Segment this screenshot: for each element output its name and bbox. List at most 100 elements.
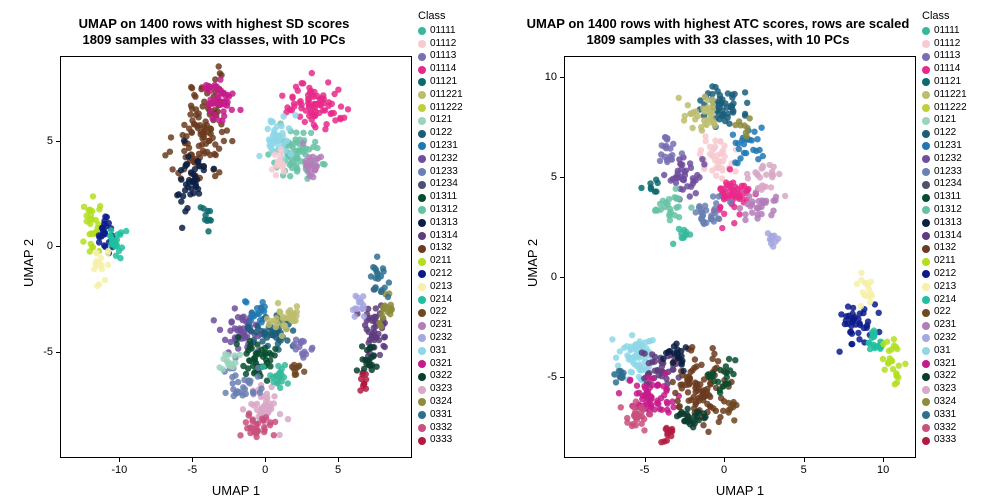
legend-item: 0211	[418, 255, 463, 268]
legend-label: 011221	[430, 89, 463, 102]
legend-label: 0132	[430, 242, 452, 255]
legend-label: 01234	[430, 178, 458, 191]
legend-item: 0331	[418, 409, 463, 422]
legend-label: 01234	[934, 178, 962, 191]
legend-swatch-icon	[922, 117, 930, 125]
legend-swatch-icon	[418, 130, 426, 138]
legend-label: 01313	[430, 217, 458, 230]
legend-item: 031	[418, 345, 463, 358]
legend-item: 01233	[922, 166, 967, 179]
legend-item: 01112	[418, 38, 463, 51]
legend-swatch-icon	[922, 283, 930, 291]
legend-swatch-icon	[418, 232, 426, 240]
legend-swatch-icon	[922, 130, 930, 138]
legend-swatch-icon	[418, 181, 426, 189]
legend-swatch-icon	[922, 40, 930, 48]
x-tick-label: -5	[640, 464, 650, 476]
y-axis-label: UMAP 2	[525, 239, 540, 287]
legend-swatch-icon	[922, 219, 930, 227]
legend-label: 01121	[934, 76, 961, 89]
legend-swatch-icon	[418, 194, 426, 202]
legend-item: 0122	[418, 127, 463, 140]
legend-item: 01232	[922, 153, 967, 166]
legend-label: 022	[430, 306, 447, 319]
chart-title: UMAP on 1400 rows with highest SD scores…	[0, 16, 428, 47]
legend-label: 01231	[934, 140, 962, 153]
legend-swatch-icon	[922, 296, 930, 304]
legend-item: 01114	[922, 63, 967, 76]
legend-swatch-icon	[418, 386, 426, 394]
legend-label: 01314	[934, 230, 962, 243]
legend-swatch-icon	[922, 66, 930, 74]
legend-item: 01311	[922, 191, 967, 204]
legend-label: 0132	[934, 242, 956, 255]
legend-swatch-icon	[922, 424, 930, 432]
legend-item: 0213	[418, 281, 463, 294]
legend-item: 011222	[922, 102, 967, 115]
legend-item: 0324	[922, 396, 967, 409]
figure-container: UMAP on 1400 rows with highest SD scores…	[0, 0, 1008, 504]
x-axis-label: UMAP 1	[716, 483, 764, 498]
legend-swatch-icon	[418, 66, 426, 74]
legend-swatch-icon	[922, 309, 930, 317]
legend-item: 01313	[922, 217, 967, 230]
legend-swatch-icon	[922, 373, 930, 381]
legend-label: 0321	[934, 358, 956, 371]
legend-item: 011221	[418, 89, 463, 102]
legend-label: 01112	[430, 38, 456, 51]
legend-label: 0121	[430, 114, 452, 127]
legend-label: 0323	[934, 383, 956, 396]
legend-label: 0333	[430, 434, 452, 447]
legend-label: 01113	[934, 50, 960, 63]
legend-item: 01112	[922, 38, 967, 51]
legend-label: 01233	[934, 166, 962, 179]
legend-item: 01314	[418, 230, 463, 243]
legend-swatch-icon	[418, 104, 426, 112]
legend-item: 011222	[418, 102, 463, 115]
legend-swatch-icon	[418, 322, 426, 330]
legend-swatch-icon	[418, 78, 426, 86]
x-tick-label: -10	[111, 464, 127, 476]
legend-label: 0231	[430, 319, 452, 332]
legend-swatch-icon	[418, 309, 426, 317]
legend-label: 0324	[934, 396, 956, 409]
legend-label: 0333	[934, 434, 956, 447]
legend-swatch-icon	[418, 360, 426, 368]
legend-swatch-icon	[418, 283, 426, 291]
legend-item: 0231	[418, 319, 463, 332]
legend-swatch-icon	[922, 155, 930, 163]
legend-item: 01233	[418, 166, 463, 179]
legend-item: 0232	[418, 332, 463, 345]
legend-label: 011221	[934, 89, 967, 102]
legend-label: 01112	[934, 38, 960, 51]
legend-item: 01313	[418, 217, 463, 230]
legend-label: 031	[934, 345, 951, 358]
legend-item: 022	[922, 306, 967, 319]
x-tick-label: 5	[801, 464, 807, 476]
plot-area: -50510-50510UMAP 1UMAP 2	[564, 56, 916, 458]
legend-item: 0321	[418, 358, 463, 371]
legend-label: 0212	[934, 268, 956, 281]
y-tick-label: 10	[527, 71, 557, 83]
legend-label: 0331	[430, 409, 452, 422]
chart-panel-left: UMAP on 1400 rows with highest SD scores…	[0, 0, 504, 504]
legend: Class01111011120111301114011210112210112…	[922, 10, 967, 447]
legend-label: 01111	[934, 25, 960, 38]
legend-label: 01311	[430, 191, 457, 204]
legend-item: 01234	[922, 178, 967, 191]
legend-swatch-icon	[922, 258, 930, 266]
legend-item: 0332	[418, 422, 463, 435]
legend-item: 01312	[922, 204, 967, 217]
legend-swatch-icon	[922, 386, 930, 394]
legend-item: 0231	[922, 319, 967, 332]
legend-swatch-icon	[922, 104, 930, 112]
legend-swatch-icon	[418, 206, 426, 214]
legend-label: 0214	[934, 294, 956, 307]
legend-item: 01232	[418, 153, 463, 166]
legend-item: 01111	[922, 25, 967, 38]
legend-title: Class	[418, 10, 463, 23]
legend-item: 0121	[418, 114, 463, 127]
legend-label: 0323	[430, 383, 452, 396]
plot-area: -10-505-505UMAP 1UMAP 2	[60, 56, 412, 458]
y-tick-label: 5	[527, 171, 557, 183]
